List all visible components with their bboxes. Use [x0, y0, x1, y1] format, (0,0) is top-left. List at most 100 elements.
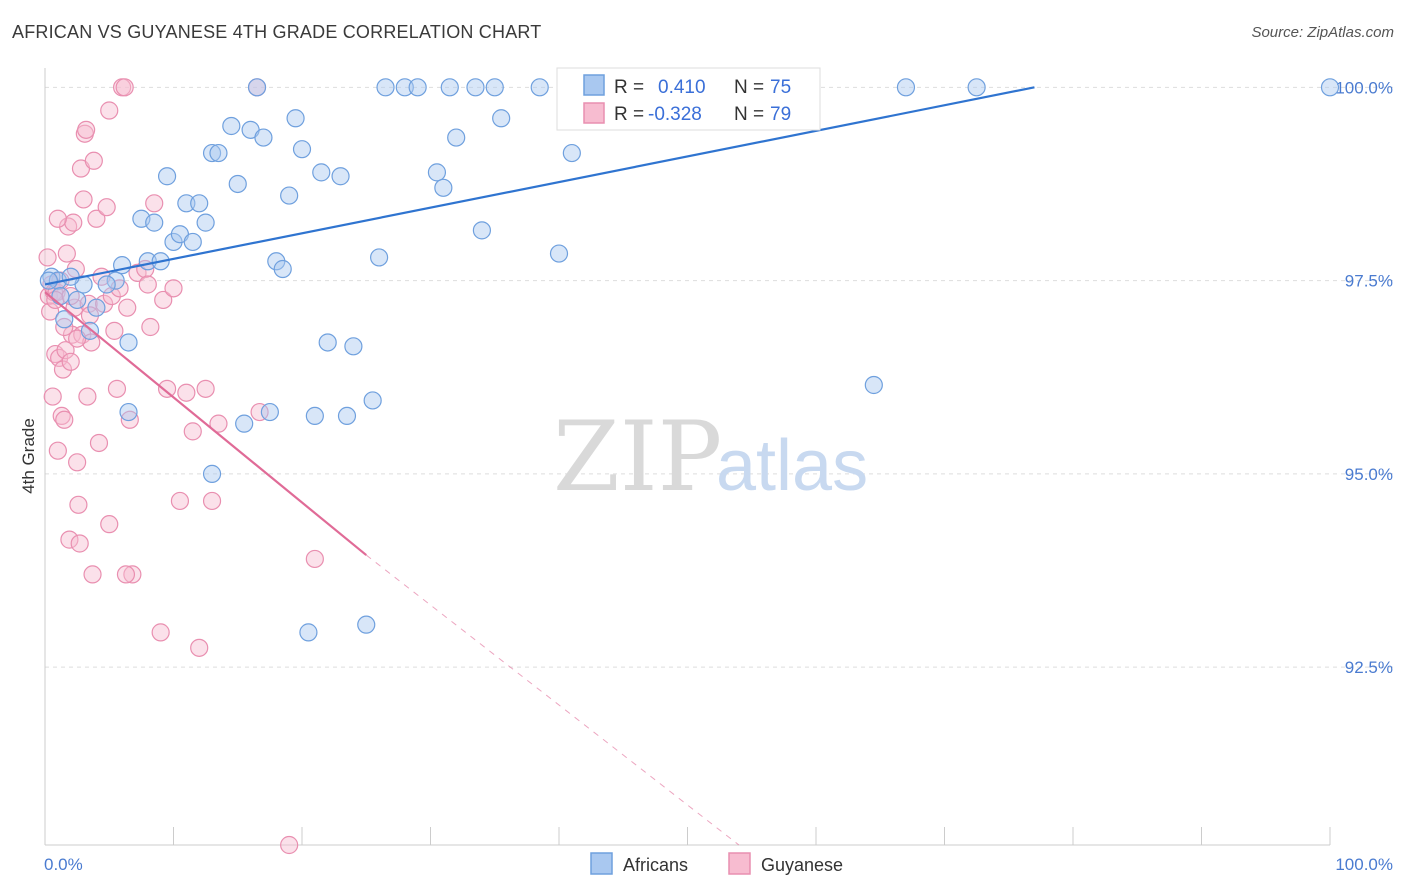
- x-tick-label-min: 0.0%: [44, 855, 83, 874]
- african-point: [97, 275, 116, 294]
- guyanese-point: [202, 491, 222, 511]
- legend-r-label-guyanese: R =: [614, 104, 644, 125]
- african-point: [190, 194, 209, 213]
- watermark: ZIP atlas: [553, 401, 868, 513]
- guyanese-point: [280, 835, 299, 855]
- african-point: [427, 163, 447, 182]
- guyanese-point: [84, 151, 103, 170]
- guyanese-point: [61, 352, 80, 371]
- african-point: [106, 271, 125, 290]
- legend-n-value-guyanese: 79: [770, 104, 791, 125]
- guyanese-point: [138, 275, 157, 294]
- trend-line-africans: [44, 86, 1035, 286]
- x-ticks: [44, 827, 1331, 845]
- chart-source: Source: ZipAtlas.com: [1251, 24, 1394, 41]
- guyanese-point: [68, 453, 87, 472]
- y-tick-label: 92.5%: [1345, 658, 1393, 677]
- african-point: [472, 221, 491, 240]
- bottom-legend-swatch-guyanese: [728, 852, 751, 875]
- african-point: [55, 310, 74, 329]
- chart-title: AFRICAN VS GUYANESE 4TH GRADE CORRELATIO…: [12, 22, 542, 42]
- gridlines: [45, 86, 1393, 668]
- african-point: [222, 116, 241, 136]
- guyanese-point: [190, 638, 209, 657]
- y-axis-title: 4th Grade: [19, 418, 38, 494]
- guyanese-point: [48, 441, 67, 460]
- guyanese-point: [115, 78, 134, 97]
- bottom-legend-label-africans: Africans: [623, 855, 688, 875]
- african-point: [466, 78, 485, 97]
- african-point: [864, 375, 883, 395]
- african-point: [260, 402, 279, 422]
- african-point: [896, 78, 916, 97]
- bottom-legend-swatch-africans: [590, 852, 613, 875]
- african-point: [235, 414, 254, 433]
- guyanese-point: [55, 410, 74, 429]
- african-point: [209, 143, 228, 163]
- african-point: [61, 267, 80, 286]
- guyanese-point: [89, 433, 109, 453]
- african-point: [492, 109, 511, 128]
- african-point: [408, 78, 427, 97]
- african-point: [119, 402, 138, 422]
- african-point: [485, 78, 504, 97]
- legend-swatch-africans: [583, 74, 605, 96]
- guyanese-point: [123, 565, 142, 584]
- african-point: [357, 615, 376, 634]
- african-point: [376, 78, 395, 97]
- african-point: [87, 298, 106, 317]
- african-point: [363, 391, 382, 410]
- legend-swatch-guyanese: [583, 102, 605, 124]
- african-point: [273, 259, 292, 279]
- guyanese-point: [38, 248, 57, 267]
- african-point: [331, 167, 350, 186]
- guyanese-point: [116, 565, 136, 584]
- guyanese-point: [154, 290, 173, 310]
- african-point: [68, 290, 87, 310]
- y-tick-labels: 100.0% 97.5% 95.0% 92.5%: [1335, 78, 1393, 677]
- guyanese-point: [170, 491, 190, 511]
- african-point: [202, 464, 222, 483]
- guyanese-point: [141, 317, 160, 337]
- african-point: [202, 143, 222, 163]
- legend-n-label-africans: N =: [734, 77, 764, 98]
- guyanese-point: [177, 383, 196, 402]
- african-point: [447, 128, 466, 147]
- watermark-zip: ZIP: [553, 401, 722, 513]
- y-tick-label: 100.0%: [1335, 78, 1393, 97]
- african-point: [337, 406, 357, 426]
- african-point: [254, 128, 273, 147]
- african-point: [967, 78, 986, 97]
- bottom-legend: Africans Guyanese: [590, 852, 843, 875]
- legend-box: R = 0.410 N = 75 R = -0.328 N = 79: [556, 67, 821, 131]
- guyanese-point: [74, 190, 93, 209]
- african-point: [549, 244, 569, 263]
- african-point: [370, 248, 389, 267]
- guyanese-point: [43, 387, 62, 406]
- african-point: [145, 213, 164, 232]
- african-point: [530, 78, 549, 97]
- african-point: [305, 406, 324, 426]
- african-point: [299, 623, 318, 642]
- legend-r-value-africans: 0.410: [658, 77, 706, 98]
- guyanese-point: [107, 379, 127, 398]
- guyanese-point: [57, 244, 76, 263]
- guyanese-point: [78, 387, 97, 406]
- series-africans: [39, 78, 1340, 642]
- guyanese-point: [60, 530, 79, 549]
- guyanese-point: [164, 279, 183, 298]
- x-tick-label-max: 100.0%: [1335, 855, 1393, 874]
- trend-lines: [44, 86, 1035, 846]
- trend-line-guyanese: [44, 291, 367, 556]
- guyanese-point: [250, 402, 269, 422]
- african-point: [318, 333, 337, 352]
- african-point: [286, 109, 305, 128]
- guyanese-point: [70, 534, 89, 553]
- african-point: [344, 337, 363, 356]
- guyanese-point: [100, 101, 119, 120]
- guyanese-point: [55, 317, 74, 337]
- guyanese-point: [151, 623, 170, 642]
- legend-r-label-africans: R =: [614, 77, 644, 98]
- guyanese-point: [82, 333, 101, 352]
